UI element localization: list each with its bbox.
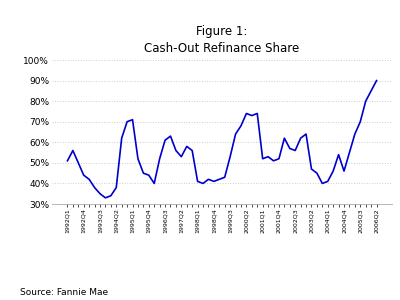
Text: Source: Fannie Mae: Source: Fannie Mae [20,288,108,297]
Title: Figure 1:
Cash-Out Refinance Share: Figure 1: Cash-Out Refinance Share [144,25,300,55]
